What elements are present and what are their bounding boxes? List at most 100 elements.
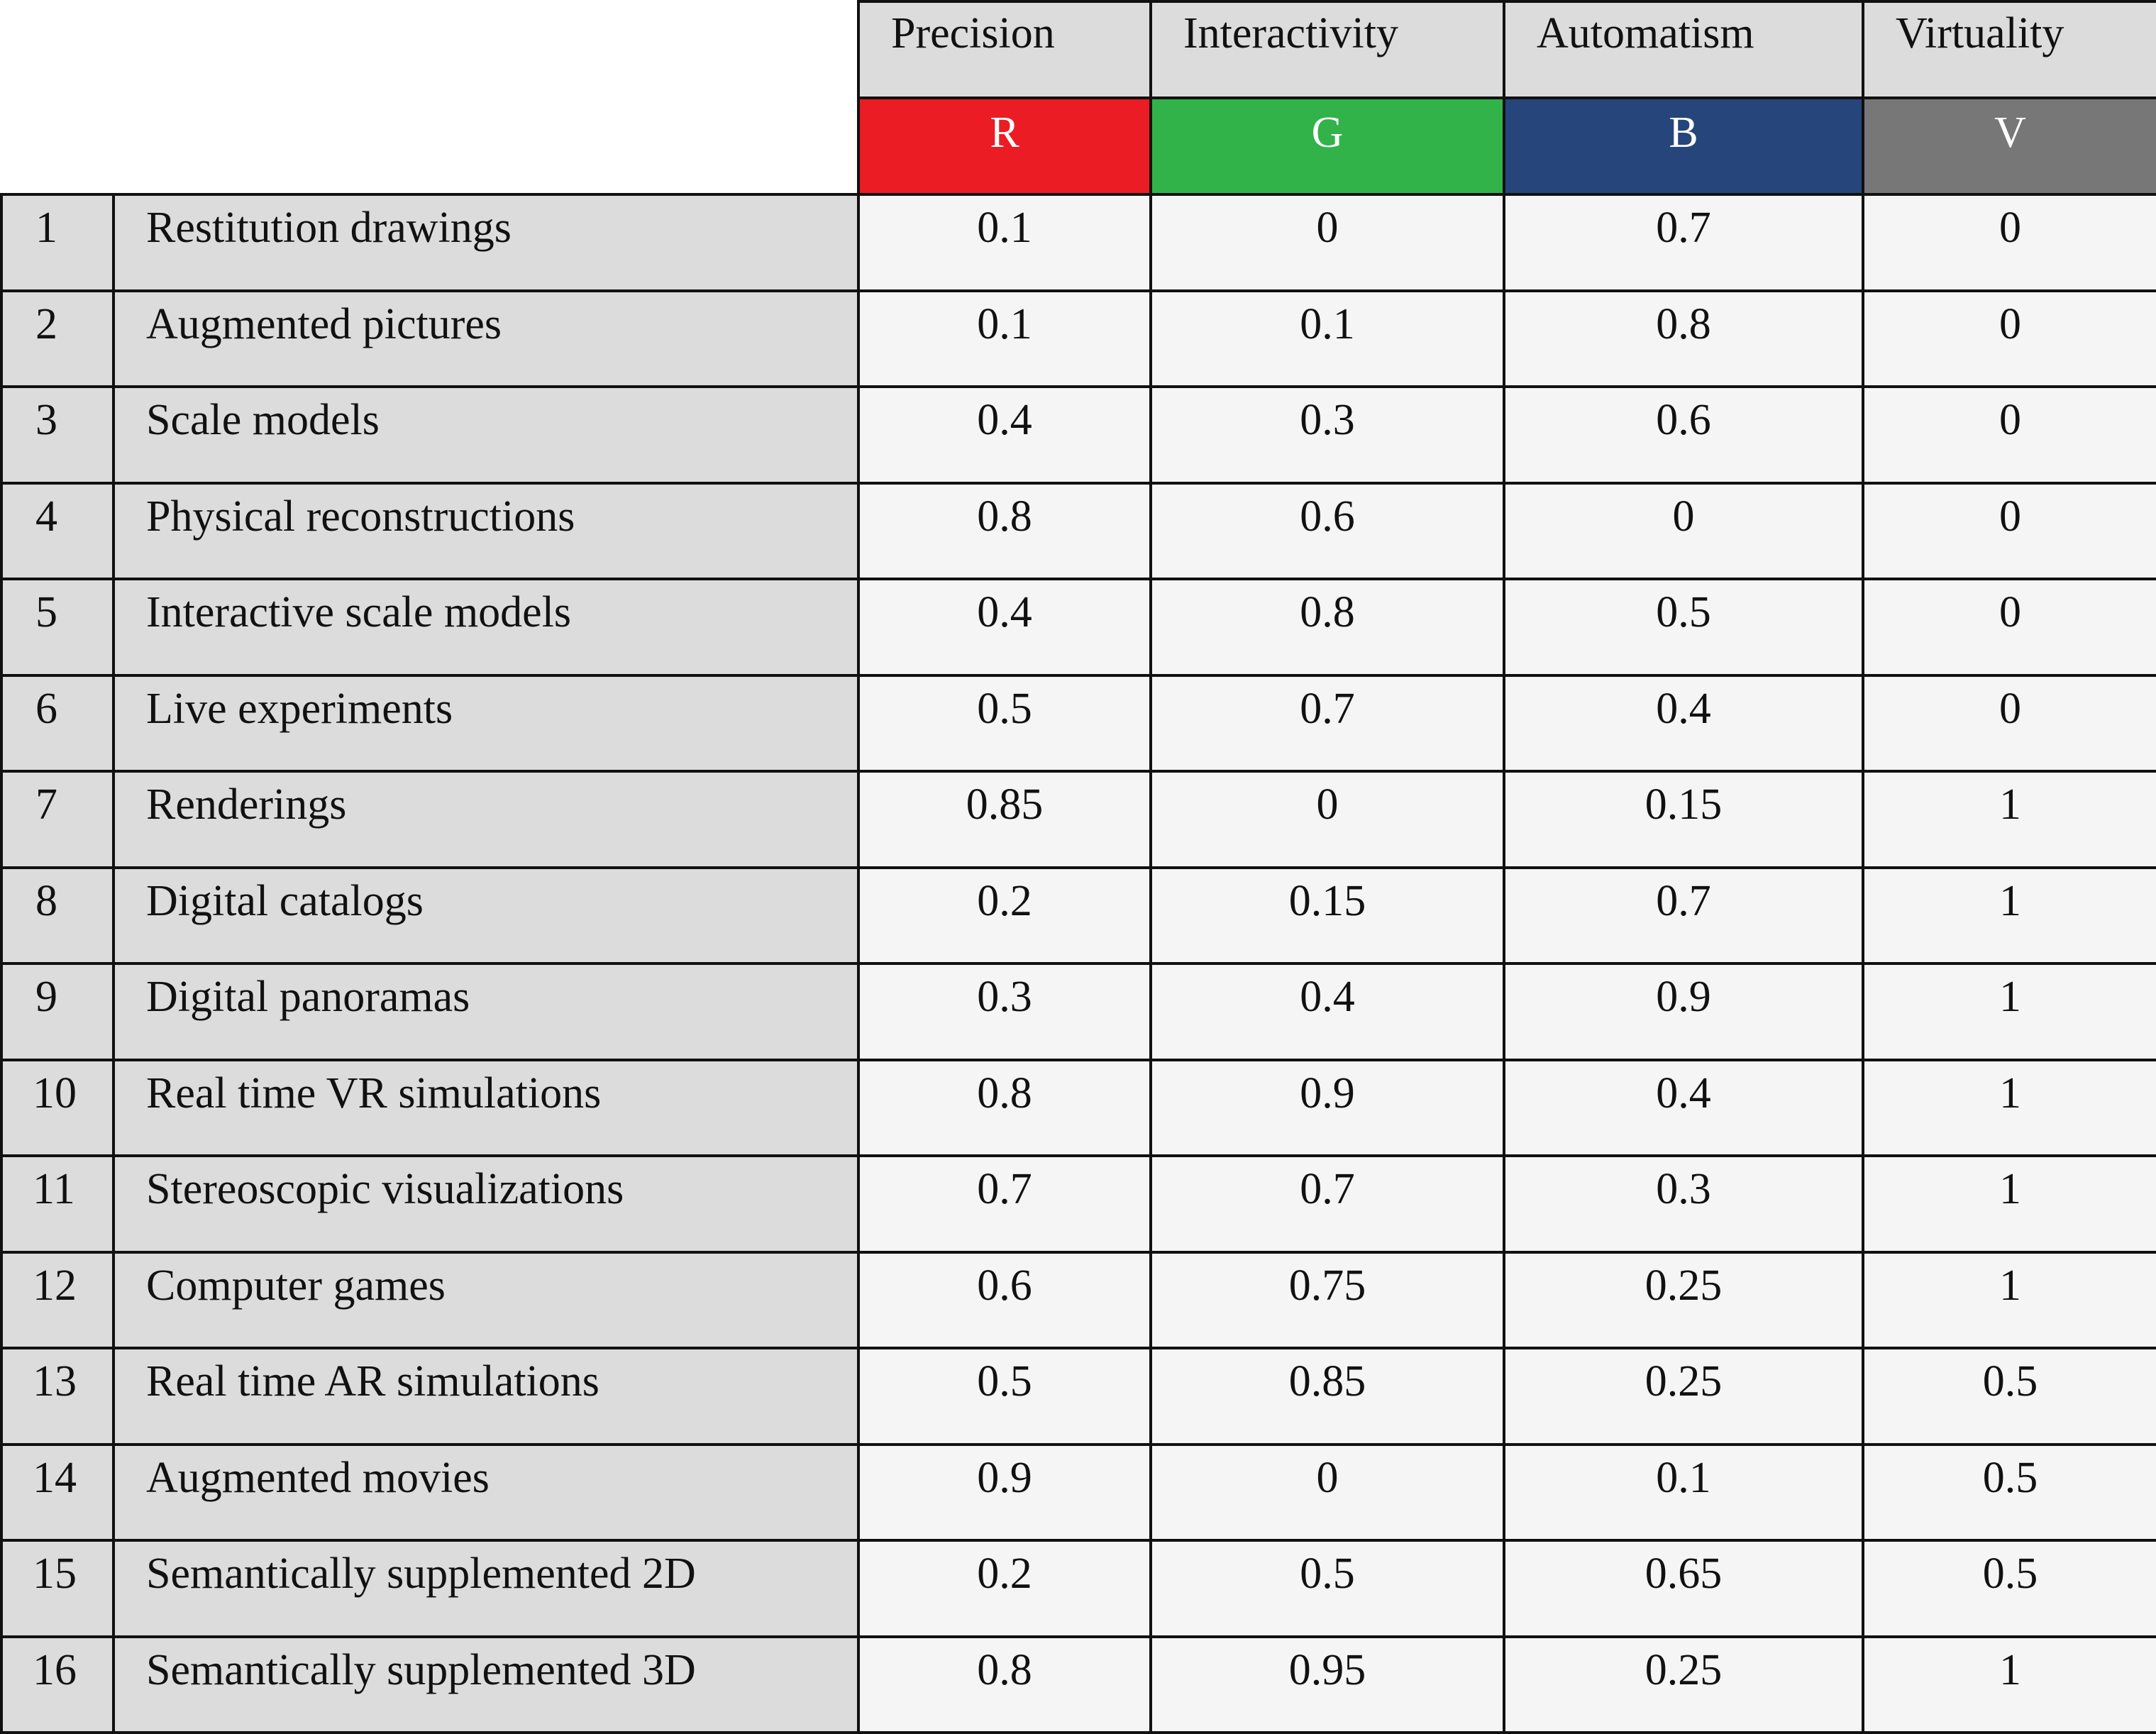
precision-value: 0.5 bbox=[857, 1347, 1152, 1446]
automatism-value: 0.25 bbox=[1503, 1250, 1864, 1349]
row-number: 13 bbox=[0, 1347, 115, 1446]
row-number: 3 bbox=[0, 385, 115, 485]
interactivity-value: 0.95 bbox=[1149, 1635, 1505, 1734]
interactivity-value: 0.9 bbox=[1149, 1058, 1505, 1157]
virtuality-value: 1 bbox=[1862, 866, 2156, 965]
precision-value: 0.4 bbox=[857, 385, 1152, 485]
table-row: 9 Digital panoramas 0.3 0.4 0.9 1 bbox=[0, 962, 2156, 1061]
interactivity-value: 0.5 bbox=[1149, 1539, 1505, 1638]
row-label: Digital panoramas bbox=[112, 962, 860, 1061]
row-number: 12 bbox=[0, 1250, 115, 1349]
automatism-value: 0.7 bbox=[1503, 193, 1864, 292]
row-label: Live experiments bbox=[112, 673, 860, 773]
virtuality-value: 1 bbox=[1862, 1250, 2156, 1349]
table-row: 5 Interactive scale models 0.4 0.8 0.5 0 bbox=[0, 578, 2156, 677]
automatism-value: 0.9 bbox=[1503, 962, 1864, 1061]
virtuality-value: 1 bbox=[1862, 1058, 2156, 1157]
table-row: 2 Augmented pictures 0.1 0.1 0.8 0 bbox=[0, 289, 2156, 388]
color-code-b: B bbox=[1503, 96, 1864, 196]
table-row: 13 Real time AR simulations 0.5 0.85 0.2… bbox=[0, 1347, 2156, 1446]
interactivity-value: 0.1 bbox=[1149, 289, 1505, 388]
row-number: 6 bbox=[0, 673, 115, 773]
precision-value: 0.4 bbox=[857, 578, 1152, 677]
table-row: 4 Physical reconstructions 0.8 0.6 0 0 bbox=[0, 481, 2156, 580]
precision-value: 0.6 bbox=[857, 1250, 1152, 1349]
row-label: Scale models bbox=[112, 385, 860, 485]
table-row: 8 Digital catalogs 0.2 0.15 0.7 1 bbox=[0, 866, 2156, 965]
precision-value: 0.2 bbox=[857, 866, 1152, 965]
interactivity-value: 0.6 bbox=[1149, 481, 1505, 580]
table-row: 12 Computer games 0.6 0.75 0.25 1 bbox=[0, 1250, 2156, 1349]
row-label: Augmented movies bbox=[112, 1442, 860, 1542]
automatism-value: 0.15 bbox=[1503, 770, 1864, 869]
virtuality-value: 0.5 bbox=[1862, 1347, 2156, 1446]
row-number: 5 bbox=[0, 578, 115, 677]
precision-value: 0.5 bbox=[857, 673, 1152, 773]
automatism-value: 0.1 bbox=[1503, 1442, 1864, 1542]
color-code-g: G bbox=[1149, 96, 1505, 196]
automatism-value: 0.7 bbox=[1503, 866, 1864, 965]
precision-value: 0.7 bbox=[857, 1154, 1152, 1254]
automatism-value: 0 bbox=[1503, 481, 1864, 580]
automatism-value: 0.8 bbox=[1503, 289, 1864, 388]
header-row-codes: R G B V bbox=[1, 96, 2156, 196]
column-header-automatism: Automatism bbox=[1503, 0, 1864, 99]
row-number: 11 bbox=[0, 1154, 115, 1254]
interactivity-value: 0 bbox=[1149, 193, 1505, 292]
automatism-value: 0.6 bbox=[1503, 385, 1864, 485]
interactivity-value: 0.15 bbox=[1149, 866, 1505, 965]
precision-value: 0.9 bbox=[857, 1442, 1152, 1542]
row-label: Real time AR simulations bbox=[112, 1347, 860, 1446]
virtuality-value: 0 bbox=[1862, 578, 2156, 677]
automatism-value: 0.3 bbox=[1503, 1154, 1864, 1254]
table-row: 6 Live experiments 0.5 0.7 0.4 0 bbox=[0, 673, 2156, 773]
row-number: 7 bbox=[0, 770, 115, 869]
automatism-value: 0.25 bbox=[1503, 1635, 1864, 1734]
precision-value: 0.85 bbox=[857, 770, 1152, 869]
automatism-value: 0.25 bbox=[1503, 1347, 1864, 1446]
table-row: 7 Renderings 0.85 0 0.15 1 bbox=[0, 770, 2156, 869]
table-row: 11 Stereoscopic visualizations 0.7 0.7 0… bbox=[0, 1154, 2156, 1254]
row-label: Restitution drawings bbox=[112, 193, 860, 292]
precision-value: 0.3 bbox=[857, 962, 1152, 1061]
precision-value: 0.8 bbox=[857, 1635, 1152, 1734]
precision-value: 0.8 bbox=[857, 1058, 1152, 1157]
table-row: 1 Restitution drawings 0.1 0 0.7 0 bbox=[0, 193, 2156, 292]
interactivity-value: 0.7 bbox=[1149, 1154, 1505, 1254]
row-label: Semantically supplemented 3D bbox=[112, 1635, 860, 1734]
virtuality-value: 1 bbox=[1862, 1154, 2156, 1254]
row-number: 2 bbox=[0, 289, 115, 388]
interactivity-value: 0 bbox=[1149, 770, 1505, 869]
table-row: 16 Semantically supplemented 3D 0.8 0.95… bbox=[0, 1635, 2156, 1734]
row-number: 9 bbox=[0, 962, 115, 1061]
interactivity-value: 0.7 bbox=[1149, 673, 1505, 773]
interactivity-value: 0.85 bbox=[1149, 1347, 1505, 1446]
precision-value: 0.2 bbox=[857, 1539, 1152, 1638]
virtuality-value: 1 bbox=[1862, 1635, 2156, 1734]
row-number: 16 bbox=[0, 1635, 115, 1734]
automatism-value: 0.4 bbox=[1503, 673, 1864, 773]
virtuality-value: 1 bbox=[1862, 770, 2156, 869]
table-row: 10 Real time VR simulations 0.8 0.9 0.4 … bbox=[0, 1058, 2156, 1157]
table-row: 15 Semantically supplemented 2D 0.2 0.5 … bbox=[0, 1539, 2156, 1638]
row-label: Stereoscopic visualizations bbox=[112, 1154, 860, 1254]
row-number: 10 bbox=[0, 1058, 115, 1157]
row-label: Digital catalogs bbox=[112, 866, 860, 965]
column-header-virtuality: Virtuality bbox=[1862, 0, 2156, 99]
row-number: 1 bbox=[0, 193, 115, 292]
color-code-v: V bbox=[1862, 96, 2156, 196]
row-number: 15 bbox=[0, 1539, 115, 1638]
row-label: Physical reconstructions bbox=[112, 481, 860, 580]
row-label: Real time VR simulations bbox=[112, 1058, 860, 1157]
virtuality-value: 0 bbox=[1862, 385, 2156, 485]
table-row: 14 Augmented movies 0.9 0 0.1 0.5 bbox=[0, 1442, 2156, 1542]
automatism-value: 0.5 bbox=[1503, 578, 1864, 677]
row-label: Augmented pictures bbox=[112, 289, 860, 388]
virtuality-value: 0 bbox=[1862, 289, 2156, 388]
precision-value: 0.8 bbox=[857, 481, 1152, 580]
row-number: 8 bbox=[0, 866, 115, 965]
precision-value: 0.1 bbox=[857, 193, 1152, 292]
blank-corner bbox=[1, 1, 858, 194]
column-header-precision: Precision bbox=[857, 0, 1152, 99]
